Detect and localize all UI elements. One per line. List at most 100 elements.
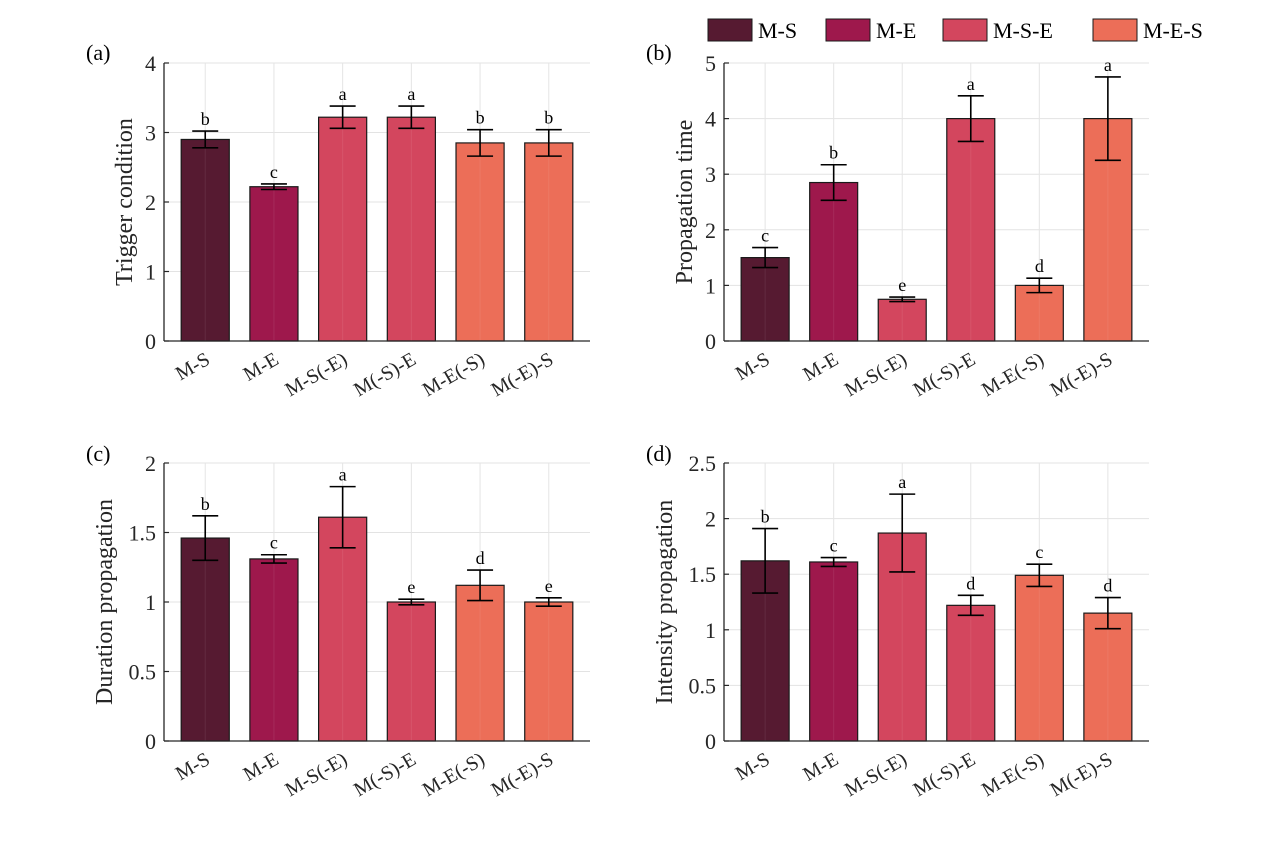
significance-label: c bbox=[761, 226, 769, 246]
bar bbox=[1014, 574, 1064, 742]
significance-label: a bbox=[339, 84, 347, 104]
y-axis-label: Trigger condition bbox=[112, 118, 138, 286]
y-tick-label: 5 bbox=[705, 51, 716, 76]
bar bbox=[455, 584, 505, 742]
bar bbox=[877, 298, 927, 342]
panel-label: (c) bbox=[86, 441, 110, 466]
error-bar bbox=[1094, 596, 1121, 630]
bar bbox=[524, 142, 574, 342]
panel-label: (a) bbox=[86, 40, 110, 65]
x-tick-label: M-S(-E) bbox=[841, 348, 911, 401]
panel-b: c b e a d a 0 1 2 3 4 5 M-S M-EM-S(-E)M(-S)-EM-E(-S)M… bbox=[646, 40, 1149, 401]
bar bbox=[249, 558, 299, 742]
significance-label: c bbox=[830, 536, 838, 556]
significance-label: e bbox=[898, 275, 906, 295]
y-tick-label: 0.5 bbox=[689, 673, 717, 698]
significance-label: b bbox=[761, 507, 770, 527]
bar bbox=[740, 257, 790, 342]
y-tick-label: 4 bbox=[145, 51, 156, 76]
x-tick-label: M-S(-E) bbox=[281, 348, 351, 401]
y-tick-label: 0 bbox=[145, 729, 156, 754]
y-tick-label: 0.5 bbox=[129, 660, 157, 685]
legend-swatch bbox=[707, 18, 753, 42]
x-tick-label: M-E bbox=[799, 348, 842, 385]
error-bar bbox=[957, 95, 984, 143]
significance-label: b bbox=[476, 108, 485, 128]
error-bar bbox=[1026, 277, 1053, 294]
significance-label: c bbox=[270, 162, 278, 182]
significance-label: a bbox=[967, 74, 975, 94]
x-tick-label: M(-E)-S bbox=[1047, 748, 1117, 801]
bar bbox=[386, 116, 437, 342]
y-tick-label: 1 bbox=[705, 618, 716, 643]
error-bar bbox=[889, 493, 916, 573]
significance-label: b bbox=[829, 143, 838, 163]
x-tick-label: M-S(-E) bbox=[281, 748, 351, 801]
significance-label: a bbox=[898, 472, 906, 492]
bar bbox=[524, 601, 574, 742]
legend-item: M-S bbox=[707, 18, 797, 43]
significance-label: a bbox=[339, 465, 347, 485]
y-tick-label: 1 bbox=[145, 590, 156, 615]
error-bar bbox=[535, 597, 562, 607]
y-axis-label: Intensity propagation bbox=[652, 500, 678, 705]
x-tick-label: M-E(-S) bbox=[978, 748, 1048, 801]
x-tick-label: M(-S)-E bbox=[910, 348, 980, 401]
x-tick-label: M-E bbox=[240, 748, 283, 785]
error-bar bbox=[820, 556, 847, 568]
error-bar bbox=[752, 246, 779, 269]
x-tick-label: M(-S)-E bbox=[350, 348, 420, 401]
panel-d: b c a d c d 0 0.5 1 1.5 2 2.5 M-S M-EM-S(-E)M(-S)-EM-… bbox=[646, 441, 1149, 801]
error-bar bbox=[1026, 563, 1053, 588]
legend-label: M-S-E bbox=[993, 18, 1053, 43]
significance-label: b bbox=[544, 108, 553, 128]
error-bar bbox=[192, 515, 219, 562]
legend: M-S M-E M-S-E M-E-S bbox=[707, 18, 1203, 43]
y-axis-label: Duration propagation bbox=[92, 499, 118, 705]
bar bbox=[455, 142, 505, 342]
panel-label: (b) bbox=[646, 40, 672, 65]
bar bbox=[809, 561, 859, 742]
significance-label: e bbox=[545, 576, 553, 596]
error-bar bbox=[329, 485, 356, 549]
y-tick-label: 3 bbox=[145, 121, 156, 146]
legend-swatch bbox=[825, 18, 871, 42]
legend-label: M-E bbox=[876, 18, 916, 43]
significance-label: a bbox=[1104, 55, 1112, 75]
error-bar bbox=[752, 527, 779, 594]
x-tick-label: M(-S)-E bbox=[910, 748, 980, 801]
x-tick-label: M-S bbox=[172, 748, 214, 785]
error-bar bbox=[398, 105, 425, 130]
y-tick-label: 0 bbox=[705, 329, 716, 354]
significance-label: b bbox=[201, 494, 210, 514]
error-bar bbox=[957, 594, 984, 617]
error-bar bbox=[192, 130, 219, 149]
x-tick-label: M-E bbox=[799, 748, 842, 785]
bar bbox=[809, 181, 859, 342]
x-tick-label: M(-S)-E bbox=[350, 748, 420, 801]
error-bar bbox=[535, 128, 562, 157]
y-tick-label: 1 bbox=[705, 273, 716, 298]
y-tick-label: 2.5 bbox=[689, 451, 717, 476]
x-tick-label: M(-E)-S bbox=[488, 348, 558, 401]
significance-label: a bbox=[407, 84, 415, 104]
significance-label: d bbox=[966, 573, 975, 593]
y-tick-label: 2 bbox=[145, 451, 156, 476]
significance-label: c bbox=[270, 533, 278, 553]
y-tick-label: 0 bbox=[705, 729, 716, 754]
legend-item: M-S-E bbox=[942, 18, 1053, 43]
legend-swatch bbox=[1092, 18, 1138, 42]
significance-label: d bbox=[1103, 576, 1112, 596]
legend-swatch bbox=[942, 18, 988, 42]
x-tick-label: M(-E)-S bbox=[1047, 348, 1117, 401]
bar bbox=[180, 537, 230, 742]
error-bar bbox=[398, 598, 425, 606]
x-tick-label: M-S bbox=[732, 748, 774, 785]
bar bbox=[249, 186, 299, 342]
error-bar bbox=[1094, 76, 1121, 162]
panel-a: b c a a b b 0 1 2 3 4 M-S M-E M-S(-E) M(-S)-E M-E(-S) M(… bbox=[86, 40, 590, 401]
legend-item: M-E-S bbox=[1092, 18, 1203, 43]
bar bbox=[1083, 612, 1133, 742]
